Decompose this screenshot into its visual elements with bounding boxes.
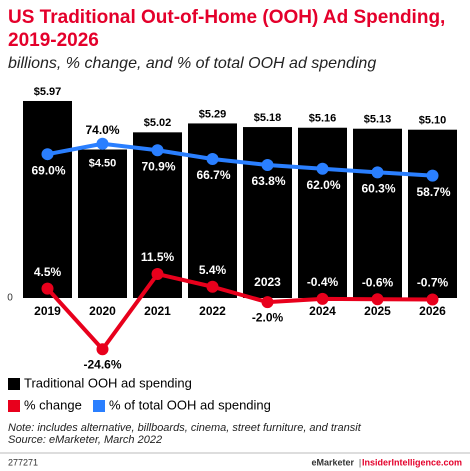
footer-id: 277271 xyxy=(8,457,38,467)
line-point xyxy=(371,293,384,306)
x-tick-label: 2022 xyxy=(199,304,226,318)
legend-label: % change xyxy=(24,397,82,412)
bar xyxy=(243,127,292,298)
line-point xyxy=(206,152,219,165)
x-tick-label: 2026 xyxy=(419,304,446,318)
bar xyxy=(78,149,127,298)
x-tick-label: 2024 xyxy=(309,304,336,318)
bar-value-label: $5.18 xyxy=(254,112,282,124)
y-tick-label: 0 xyxy=(7,293,13,304)
line xyxy=(46,272,433,352)
share-value-label: 62.0% xyxy=(306,178,340,192)
line-point xyxy=(371,166,384,179)
chart-subtitle: billions, % change, and % of total OOH a… xyxy=(8,55,377,72)
x-tick-label: 2019 xyxy=(34,304,61,318)
change-value-label: -0.7% xyxy=(417,276,449,290)
bar-value-label: $5.13 xyxy=(364,114,392,126)
change-value-label: 4.5% xyxy=(34,265,62,279)
bar xyxy=(353,128,402,298)
bar-value-label: $4.50 xyxy=(89,157,117,169)
footer-brand: eMarketer xyxy=(311,457,354,467)
x-tick-label: 2021 xyxy=(144,304,171,318)
share-value-label: 66.7% xyxy=(196,168,230,182)
bar-value-label: $5.10 xyxy=(419,115,447,127)
change-value-label: -2.0% xyxy=(252,310,284,324)
bar xyxy=(298,127,347,298)
change-value-label: -0.6% xyxy=(362,275,394,289)
x-tick-label: 2020 xyxy=(89,304,116,318)
change-value-label: -24.6% xyxy=(83,357,121,371)
share-value-label: 69.0% xyxy=(31,163,65,177)
note: Note: includes alternative, billboards, … xyxy=(8,422,362,434)
share-value-label: 74.0% xyxy=(85,123,119,137)
legend-label: Traditional OOH ad spending xyxy=(24,375,192,390)
bar-value-label: $5.02 xyxy=(144,117,172,129)
line-point xyxy=(96,137,109,150)
change-value-label: -0.4% xyxy=(307,275,339,289)
line-point xyxy=(41,148,54,161)
legend-label: % of total OOH ad spending xyxy=(109,397,271,412)
line-point xyxy=(41,282,54,295)
bar-value-label: $5.16 xyxy=(309,113,337,125)
bar-value-label: $5.97 xyxy=(34,86,62,98)
line-point xyxy=(426,169,439,182)
line-point xyxy=(426,293,439,306)
line-point xyxy=(261,296,274,309)
bar xyxy=(23,100,72,299)
legend-swatch xyxy=(8,400,20,412)
chart-title: US Traditional Out-of-Home (OOH) Ad Spen… xyxy=(8,7,446,51)
bar-value-label: $5.29 xyxy=(199,108,227,120)
share-value-label: 63.8% xyxy=(251,174,285,188)
share-value-label: 70.9% xyxy=(141,159,175,173)
change-value-label: 5.4% xyxy=(199,263,227,277)
line-point xyxy=(316,292,329,305)
footer-separator: | xyxy=(359,457,361,467)
change-value-label: 11.5% xyxy=(141,250,175,264)
share-value-label: 60.3% xyxy=(361,181,395,195)
line-point xyxy=(206,280,219,293)
x-tick-label: 2023 xyxy=(254,275,281,289)
line-point xyxy=(151,144,164,157)
line-point xyxy=(151,268,164,281)
footer-site: InsiderIntelligence.com xyxy=(362,457,462,467)
line-point xyxy=(316,162,329,175)
share-value-label: 58.7% xyxy=(416,185,450,199)
legend-swatch xyxy=(93,400,105,412)
bar xyxy=(408,129,457,298)
line-point xyxy=(261,159,274,172)
line-point xyxy=(96,343,109,356)
line xyxy=(47,141,433,178)
bar xyxy=(188,123,237,299)
source: Source: eMarketer, March 2022 xyxy=(8,434,162,446)
x-tick-label: 2025 xyxy=(364,304,391,318)
legend-swatch xyxy=(8,378,20,390)
